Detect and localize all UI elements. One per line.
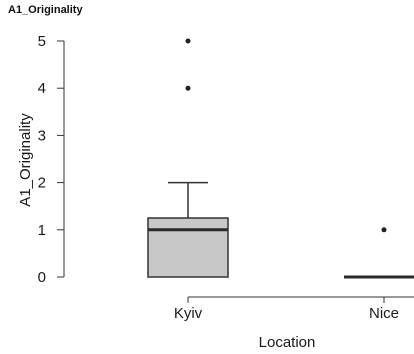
y-tick-label: 3	[38, 127, 46, 144]
figure-title: A1_Originality	[8, 4, 83, 16]
box-series	[147, 38, 414, 279]
box-kyiv	[147, 38, 229, 278]
y-tick-label: 4	[38, 80, 46, 97]
y-tick-label: 2	[38, 175, 46, 192]
y-axis-title: A1_Originality	[17, 113, 34, 207]
box-iqr	[147, 217, 229, 278]
y-axis: 0 1 2 3 4 5	[38, 33, 65, 286]
x-tick-label-kyiv: Kyiv	[174, 305, 203, 322]
outlier-point	[185, 85, 191, 91]
y-tick-label: 0	[38, 269, 46, 286]
outlier-point	[185, 38, 191, 44]
box-nice	[344, 227, 414, 279]
x-tick-label-nice: Nice	[369, 305, 399, 322]
x-axis-title: Location	[259, 334, 316, 351]
x-axis: Kyiv Nice	[174, 296, 414, 322]
y-tick-label: 1	[38, 222, 46, 239]
outlier-point	[381, 227, 387, 233]
y-tick-label: 5	[38, 33, 46, 50]
